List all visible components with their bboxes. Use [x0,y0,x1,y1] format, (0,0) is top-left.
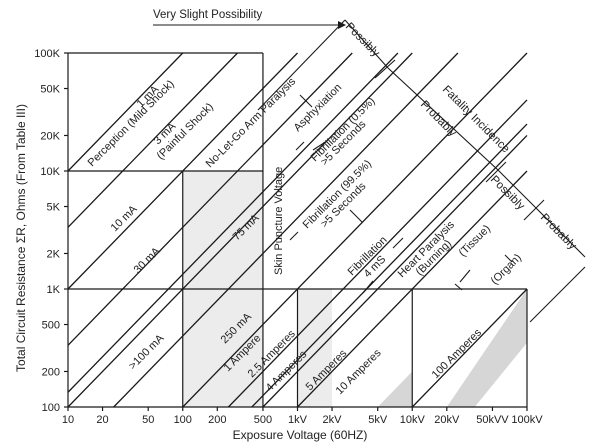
y-tick-label: 500 [42,320,60,332]
x-tick-label: 5kV [368,414,388,426]
current-line [67,52,399,393]
y-tick-label: 5K [47,202,61,214]
y-tick-label: 20K [40,130,60,142]
current-lines [67,52,528,408]
shade-10a-band [377,371,413,407]
shaded-regions [182,171,527,407]
current-line [67,52,298,290]
label-probably-2: Probably [538,212,579,253]
current-line [411,288,528,408]
current-line [251,123,528,408]
very-slight-arrowhead [338,21,346,29]
skin-tick-1 [289,231,299,241]
x-tick-label: 10 [62,414,74,426]
label-10ma: 10 mA [109,203,140,234]
y-tick-label: 50K [40,84,60,96]
possibly-divider [374,59,396,79]
probably-divider-2 [523,199,545,221]
organ-tick-1 [454,283,463,291]
probably-end [529,266,586,323]
shade-upper-band [182,171,263,289]
possibly-boundary-3 [497,169,536,208]
y-tick-label: 200 [42,366,60,378]
label-very-slight: Very Slight Possibility [153,9,263,21]
current-line [67,52,353,346]
fib3-arrow [392,237,404,249]
label-100ma: >100 mA [127,332,167,372]
y-tick-label: 1K [47,284,61,296]
y-axis-title: Total Circuit Resistance ΣR, Ohms (From … [14,104,28,372]
shade-mid-voltage [297,289,333,407]
label-organ: (Organ) [489,252,524,287]
x-tick-label: 10kV [400,414,426,426]
y-tick-label: 100 [42,402,60,414]
y-axis-ticks: 100K 50K 20K 10K 5K 2K 1K 500 200 100 [34,48,68,414]
fib1-arrow [312,140,328,151]
label-30ma: 30 mA [132,245,163,276]
x-tick-label: 50kVV [476,414,509,426]
x-tick-label: 20kV [434,414,460,426]
fatality-boundary [387,67,499,171]
x-axis-title: Exposure Voltage (60HZ) [233,428,368,442]
skin-tick-2 [295,141,305,151]
y-tick-label: 2K [47,248,61,260]
x-tick-label: 1kV [288,414,308,426]
probably-boundary [534,206,586,258]
current-line [67,52,413,408]
x-tick-label: 20 [96,414,108,426]
x-axis-ticks: 10 20 50 100 200 500 1kV 2kV 5kV 10kV 20kV 50kVV 100… [62,407,543,426]
y-tick-label: 100K [34,48,60,60]
tissue-arrow [459,269,471,283]
possibly-boundary-2 [344,19,389,69]
x-tick-label: 200 [208,414,226,426]
x-tick-label: 100kV [511,414,543,426]
organ-tick-2 [504,254,513,263]
label-tissue: (Tissue) [457,223,493,259]
shade-low-voltage [182,289,263,407]
label-fib2-a: Fibrillation (99.5%) [301,158,374,231]
current-line [182,52,528,408]
current-line [297,170,528,408]
x-tick-label: 50 [142,414,154,426]
current-line [113,52,459,408]
heart-dash [362,280,374,294]
current-line [67,52,238,228]
x-tick-label: 100 [174,414,192,426]
current-line [262,135,528,408]
current-line [67,52,184,172]
label-skin-puncture: Skin Puncture Voltage [273,167,285,275]
boundary-arrows [153,19,586,323]
x-tick-label: 500 [254,414,272,426]
shade-100a-band [446,289,527,407]
possibly-boundary-1 [257,19,346,111]
x-tick-label: 2kV [323,414,343,426]
asph-arrow [299,94,313,108]
label-fatality: Fatality Incidence [440,84,512,156]
probably-divider-1 [485,161,507,183]
y-tick-label: 10K [40,166,60,178]
fib2-arrow [349,209,363,223]
